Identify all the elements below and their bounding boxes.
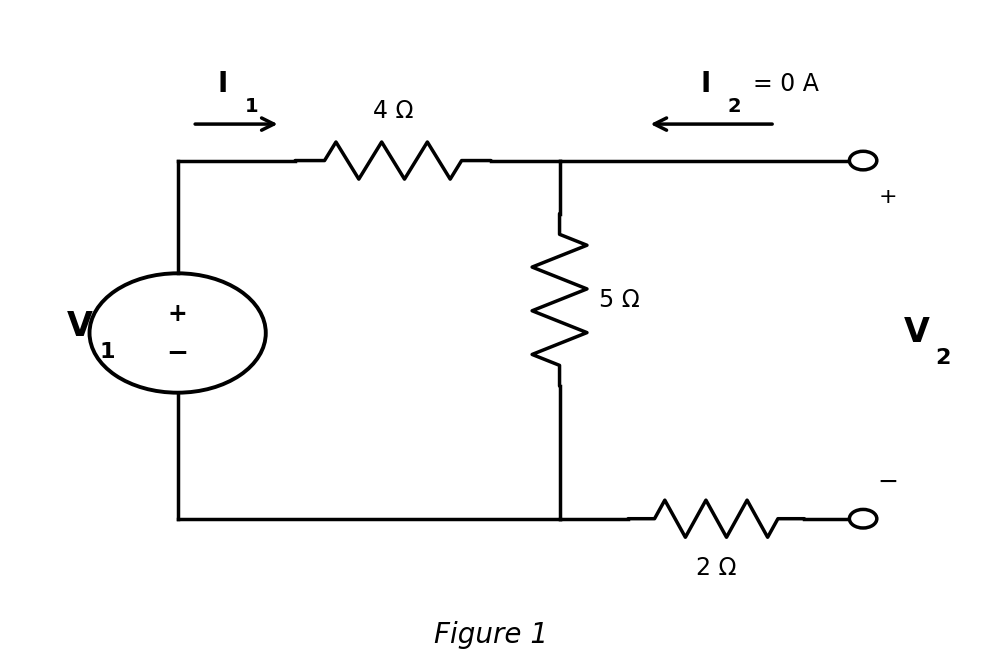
Text: −: − <box>877 470 899 494</box>
Text: $\mathbf{I}$: $\mathbf{I}$ <box>699 71 709 99</box>
Text: 2: 2 <box>727 97 740 116</box>
Text: −: − <box>167 341 189 367</box>
Text: +: + <box>168 302 188 326</box>
Text: $\mathbf{V}$: $\mathbf{V}$ <box>903 316 931 350</box>
Text: 4 Ω: 4 Ω <box>373 99 413 123</box>
Circle shape <box>849 509 877 528</box>
Circle shape <box>849 151 877 170</box>
Text: 2: 2 <box>936 348 952 368</box>
Text: $\mathbf{I}$: $\mathbf{I}$ <box>217 71 227 99</box>
Text: Figure 1: Figure 1 <box>434 621 548 649</box>
Text: $\mathbf{V}$: $\mathbf{V}$ <box>66 310 93 343</box>
Text: 1: 1 <box>246 97 259 116</box>
Text: 1: 1 <box>99 342 115 362</box>
Text: = 0 A: = 0 A <box>753 73 819 97</box>
Text: +: + <box>878 187 897 207</box>
Text: 2 Ω: 2 Ω <box>696 557 736 581</box>
Text: 5 Ω: 5 Ω <box>599 288 639 312</box>
